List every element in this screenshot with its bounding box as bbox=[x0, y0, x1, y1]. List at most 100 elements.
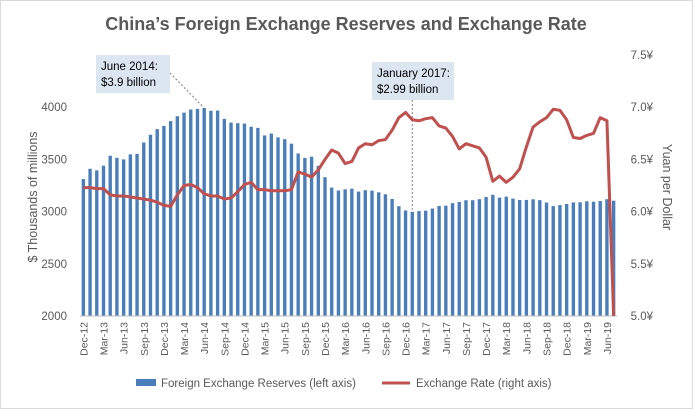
x-tick-label: Mar-15 bbox=[260, 322, 272, 355]
left-tick-label: 2000 bbox=[41, 311, 67, 323]
bar-Oct-13 bbox=[148, 134, 153, 316]
bar-May-19 bbox=[598, 201, 602, 316]
x-tick-label: Jun-19 bbox=[602, 322, 614, 354]
annotation-value: $2.99 billion bbox=[377, 84, 438, 96]
bar-Sep-14 bbox=[222, 118, 226, 316]
bar-Dec-15 bbox=[323, 177, 327, 316]
bar-Sep-13 bbox=[142, 142, 146, 316]
bar-Dec-14 bbox=[242, 123, 247, 316]
x-tick-label: Sep-15 bbox=[300, 322, 312, 356]
bar-Dec-13 bbox=[162, 125, 166, 316]
bar-Aug-15 bbox=[296, 153, 300, 316]
right-tick-label: 5.0¥ bbox=[631, 311, 654, 323]
bar-Jan-13 bbox=[88, 168, 92, 316]
left-axis-label: $ Thousands of millions bbox=[26, 131, 40, 262]
annotations: June 2014: $3.9 billion January 2017: $2.99… bbox=[96, 55, 454, 210]
bar-Jun-16 bbox=[363, 190, 367, 316]
x-tick-label: Mar-18 bbox=[501, 322, 513, 355]
bar-Jun-19 bbox=[605, 199, 609, 316]
bar-Feb-16 bbox=[336, 190, 341, 316]
bar-Jan-16 bbox=[330, 187, 334, 316]
x-tick-label: Mar-16 bbox=[340, 322, 352, 355]
bar-Jul-15 bbox=[289, 143, 294, 316]
bar-Sep-17 bbox=[464, 200, 468, 316]
bar-Mar-15 bbox=[262, 135, 267, 316]
x-tick-label: Dec-17 bbox=[481, 322, 493, 356]
bar-Sep-18 bbox=[544, 202, 549, 316]
x-tick-label: Sep-17 bbox=[461, 322, 473, 356]
x-tick-label: Sep-14 bbox=[219, 322, 231, 356]
bar-Jul-19 bbox=[611, 200, 616, 316]
x-tick-label: Mar-14 bbox=[179, 322, 191, 355]
bar-Jun-14 bbox=[202, 107, 206, 317]
right-tick-label: 7.5¥ bbox=[631, 50, 654, 62]
reserves-bars bbox=[81, 107, 616, 317]
exchange-rate-line bbox=[83, 107, 616, 317]
right-tick-label: 6.0¥ bbox=[631, 207, 654, 219]
bar-Mar-17 bbox=[424, 210, 428, 316]
annotation-title: January 2017: bbox=[377, 68, 450, 80]
bar-Apr-16 bbox=[350, 188, 354, 316]
bar-Aug-18 bbox=[538, 200, 542, 316]
bar-Mar-19 bbox=[585, 201, 589, 316]
bar-Dec-18 bbox=[564, 203, 569, 316]
x-tick-label: Sep-16 bbox=[380, 322, 392, 356]
left-tick-label: 2500 bbox=[41, 259, 67, 271]
bar-Feb-14 bbox=[175, 116, 180, 317]
x-tick-label: Sep-18 bbox=[542, 322, 554, 356]
bar-Jun-18 bbox=[524, 199, 529, 316]
bar-Apr-17 bbox=[430, 208, 435, 316]
bar-Apr-18 bbox=[511, 198, 515, 316]
left-tick-label: 3000 bbox=[41, 207, 67, 219]
annotation-value: $3.9 billion bbox=[101, 77, 156, 89]
bar-Mar-13 bbox=[101, 165, 106, 316]
bar-Feb-17 bbox=[417, 211, 421, 316]
bar-May-15 bbox=[276, 137, 280, 316]
bar-Jun-17 bbox=[444, 205, 448, 316]
bar-May-16 bbox=[356, 191, 361, 316]
x-tick-label: Dec-18 bbox=[562, 322, 574, 356]
bar-Jul-14 bbox=[209, 110, 213, 316]
bar-Jan-18 bbox=[491, 194, 495, 316]
bar-Jan-17 bbox=[410, 211, 414, 316]
bar-Apr-19 bbox=[591, 201, 596, 316]
bar-Oct-14 bbox=[229, 122, 233, 316]
x-tick-label: Sep-13 bbox=[139, 322, 151, 356]
x-axis-ticks: Dec-12 Mar-13 Jun-13 Sep-13 Dec-13 Mar-14 Jun-… bbox=[78, 322, 614, 356]
annotation-box bbox=[96, 55, 170, 93]
bar-Aug-13 bbox=[135, 153, 139, 316]
x-tick-label: Dec-13 bbox=[159, 322, 171, 356]
x-tick-label: Mar-17 bbox=[421, 322, 433, 355]
bar-Dec-16 bbox=[403, 210, 408, 316]
x-tick-label: Mar-19 bbox=[582, 322, 594, 355]
bar-Jun-13 bbox=[121, 159, 126, 316]
x-tick-label: Dec-16 bbox=[401, 322, 413, 356]
x-tick-label: Dec-12 bbox=[78, 322, 90, 356]
bar-Feb-13 bbox=[95, 170, 99, 316]
bar-Feb-15 bbox=[256, 127, 260, 317]
bar-Apr-13 bbox=[108, 155, 112, 316]
annotation-box bbox=[372, 62, 454, 100]
bar-Jul-13 bbox=[128, 154, 133, 316]
right-tick-label: 5.5¥ bbox=[631, 259, 654, 271]
annotation-title: June 2014: bbox=[101, 61, 158, 73]
bar-Apr-15 bbox=[269, 133, 273, 316]
x-tick-label: Jun-15 bbox=[280, 322, 292, 354]
x-tick-label: Jun-16 bbox=[360, 322, 372, 354]
bar-Nov-18 bbox=[558, 205, 562, 316]
bar-Nov-13 bbox=[155, 129, 159, 316]
annotation-leader bbox=[169, 72, 203, 107]
bar-May-17 bbox=[437, 205, 441, 316]
chart-title: China’s Foreign Exchange Reserves and Ex… bbox=[105, 14, 587, 34]
x-tick-label: Dec-15 bbox=[320, 322, 332, 356]
left-axis-ticks: 2000 2500 3000 3500 4000 bbox=[41, 102, 67, 323]
bar-Jan-15 bbox=[249, 126, 253, 316]
bar-Mar-14 bbox=[182, 112, 186, 316]
bar-Jun-15 bbox=[283, 139, 287, 316]
bar-Dec-12 bbox=[81, 179, 86, 316]
bar-Apr-14 bbox=[189, 109, 193, 316]
bar-Mar-16 bbox=[343, 189, 347, 316]
right-tick-label: 7.0¥ bbox=[631, 102, 654, 114]
bar-Jul-16 bbox=[370, 190, 374, 316]
